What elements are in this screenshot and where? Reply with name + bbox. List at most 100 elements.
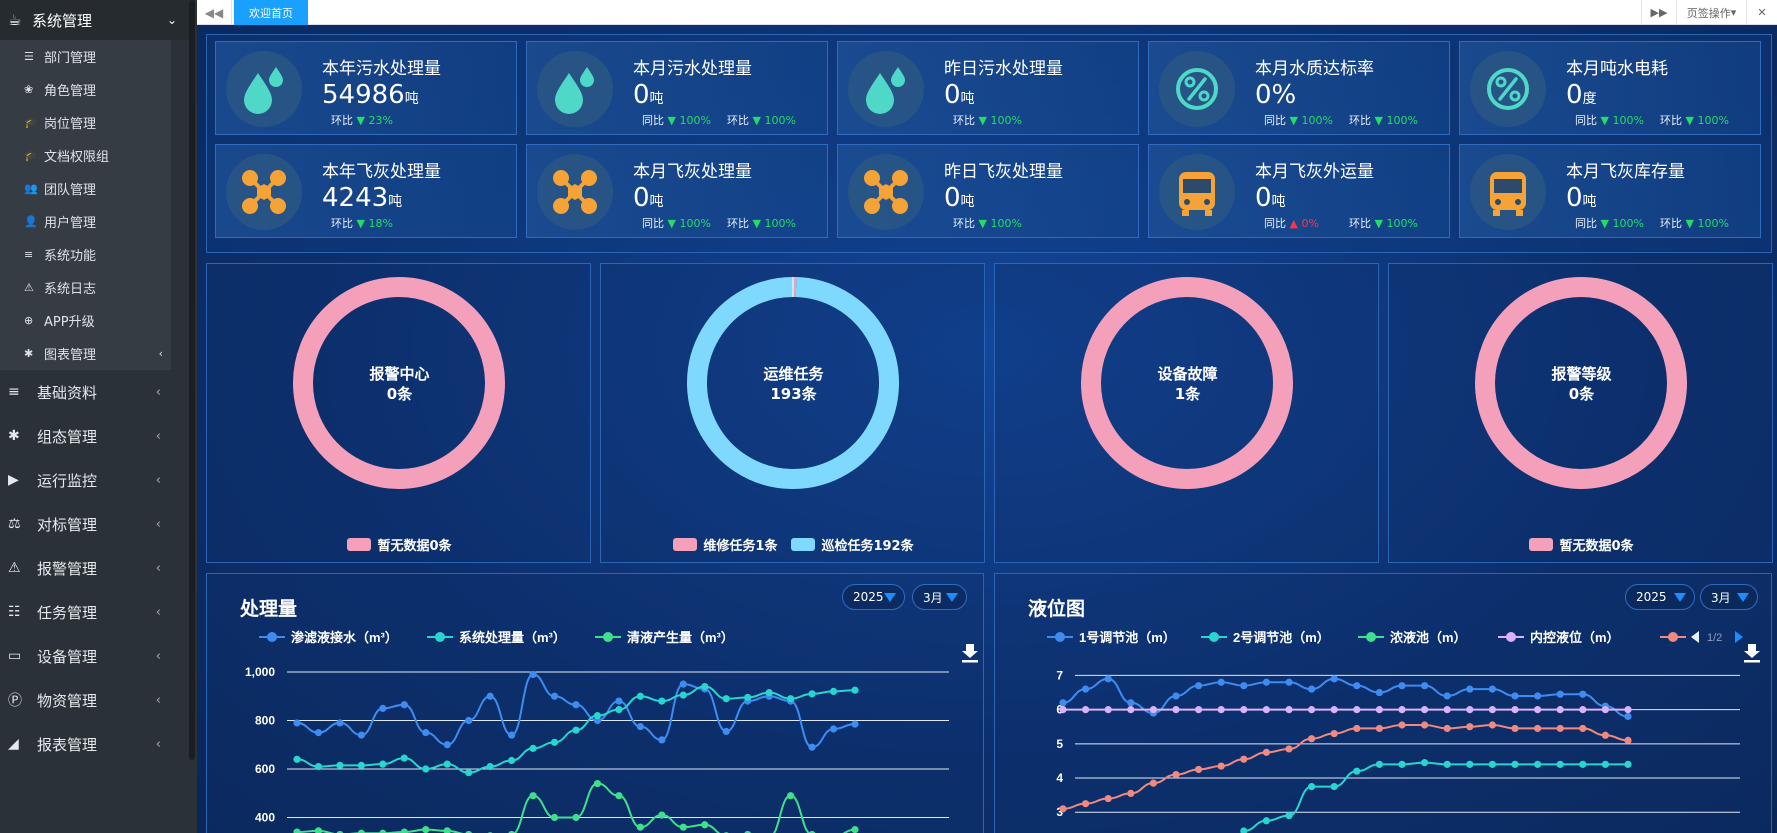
data-point[interactable] (1534, 724, 1542, 733)
data-point[interactable] (465, 716, 473, 725)
data-point[interactable] (722, 727, 730, 736)
data-point[interactable] (1556, 760, 1564, 768)
data-point[interactable] (1285, 706, 1293, 714)
data-point[interactable] (1601, 706, 1609, 714)
data-point[interactable] (851, 826, 859, 833)
data-point[interactable] (615, 705, 623, 714)
data-point[interactable] (636, 692, 644, 700)
data-point[interactable] (1330, 675, 1338, 683)
data-point[interactable] (1285, 812, 1293, 820)
legend-item[interactable]: 内控液位（m） (1498, 630, 1620, 645)
data-point[interactable] (1285, 678, 1293, 686)
sidebar-item[interactable]: ☷ 任务管理 ‹ (0, 590, 189, 634)
data-point[interactable] (422, 826, 430, 833)
legend-item[interactable]: 维修任务1条 (673, 535, 777, 554)
data-point[interactable] (550, 692, 559, 700)
data-point[interactable] (486, 692, 494, 700)
data-point[interactable] (529, 792, 537, 800)
data-point[interactable] (851, 720, 859, 728)
donut-slice[interactable] (687, 277, 899, 489)
data-point[interactable] (293, 828, 301, 833)
data-point[interactable] (787, 695, 795, 703)
month-select[interactable]: 3月 (1700, 584, 1758, 610)
data-point[interactable] (1127, 706, 1135, 714)
data-point[interactable] (529, 744, 537, 752)
sidebar-subitem[interactable]: ⊕ APP升级 (0, 304, 171, 337)
data-point[interactable] (1240, 755, 1248, 763)
data-point[interactable] (1172, 706, 1180, 714)
donut-slice[interactable] (293, 277, 505, 489)
data-point[interactable] (1240, 706, 1248, 714)
data-point[interactable] (1330, 782, 1338, 791)
data-point[interactable] (336, 719, 344, 727)
data-point[interactable] (422, 765, 430, 773)
sidebar-item[interactable]: ⚠ 报警管理 ‹ (0, 546, 189, 590)
data-point[interactable] (1308, 782, 1316, 791)
data-point[interactable] (1624, 712, 1632, 721)
data-point[interactable] (1398, 682, 1406, 690)
data-point[interactable] (1488, 721, 1496, 729)
data-point[interactable] (422, 729, 430, 737)
data-point[interactable] (1172, 771, 1180, 779)
data-point[interactable] (357, 829, 365, 833)
data-point[interactable] (486, 762, 494, 771)
data-point[interactable] (572, 813, 580, 822)
data-point[interactable] (1149, 706, 1157, 714)
month-select[interactable]: 3月 (912, 584, 967, 610)
data-point[interactable] (314, 827, 323, 833)
scroll-right-button[interactable]: ▶▶ (1641, 0, 1676, 25)
data-point[interactable] (1082, 706, 1090, 714)
data-point[interactable] (1353, 682, 1361, 690)
legend-item[interactable]: 暂无数据0条 (347, 535, 452, 554)
data-point[interactable] (314, 729, 323, 737)
data-point[interactable] (1398, 721, 1406, 729)
data-point[interactable] (550, 813, 559, 822)
data-point[interactable] (1511, 760, 1519, 768)
data-point[interactable] (829, 687, 838, 695)
data-point[interactable] (1262, 706, 1270, 714)
sidebar-item[interactable]: ✱ 组态管理 ‹ (0, 414, 189, 458)
data-point[interactable] (529, 670, 537, 679)
data-point[interactable] (1534, 692, 1542, 700)
data-point[interactable] (1579, 724, 1587, 733)
data-point[interactable] (615, 792, 623, 800)
data-point[interactable] (400, 754, 408, 762)
data-point[interactable] (679, 823, 687, 831)
year-select[interactable]: 2025 (842, 584, 905, 610)
data-point[interactable] (1443, 692, 1451, 700)
sidebar-item[interactable]: ▭ 设备管理 ‹ (0, 634, 189, 678)
data-point[interactable] (508, 731, 516, 739)
data-point[interactable] (1195, 765, 1203, 774)
scroll-left-button[interactable]: ◀◀ (197, 0, 232, 25)
data-point[interactable] (1104, 706, 1112, 714)
data-point[interactable] (1466, 723, 1474, 731)
sidebar-subitem[interactable]: ☰ 部门管理 (0, 40, 171, 73)
data-point[interactable] (1556, 724, 1564, 733)
sidebar-item[interactable]: ≡ 基础资料 ‹ (0, 370, 189, 414)
data-point[interactable] (550, 738, 559, 746)
data-point[interactable] (1172, 692, 1180, 700)
data-point[interactable] (1262, 817, 1270, 825)
data-point[interactable] (1330, 729, 1338, 738)
data-point[interactable] (314, 762, 323, 771)
download-icon[interactable] (1744, 644, 1760, 663)
data-point[interactable] (1308, 706, 1316, 714)
sidebar-subitem[interactable]: ≡ 系统功能 (0, 238, 171, 271)
data-point[interactable] (1466, 685, 1474, 693)
data-point[interactable] (1601, 760, 1609, 768)
data-point[interactable] (1466, 760, 1474, 768)
data-point[interactable] (1375, 688, 1383, 697)
data-point[interactable] (336, 761, 344, 769)
data-point[interactable] (508, 830, 515, 833)
data-point[interactable] (293, 755, 301, 763)
data-point[interactable] (1488, 760, 1496, 768)
data-point[interactable] (1624, 736, 1632, 744)
data-point[interactable] (1059, 706, 1067, 714)
data-point[interactable] (808, 830, 816, 833)
data-point[interactable] (1421, 682, 1429, 690)
sidebar-item[interactable]: Ⓟ 物资管理 ‹ (0, 678, 189, 722)
data-point[interactable] (1127, 699, 1135, 707)
data-point[interactable] (1421, 721, 1429, 729)
data-point[interactable] (1262, 748, 1270, 756)
sidebar-subitem[interactable]: 👥 团队管理 (0, 172, 171, 205)
